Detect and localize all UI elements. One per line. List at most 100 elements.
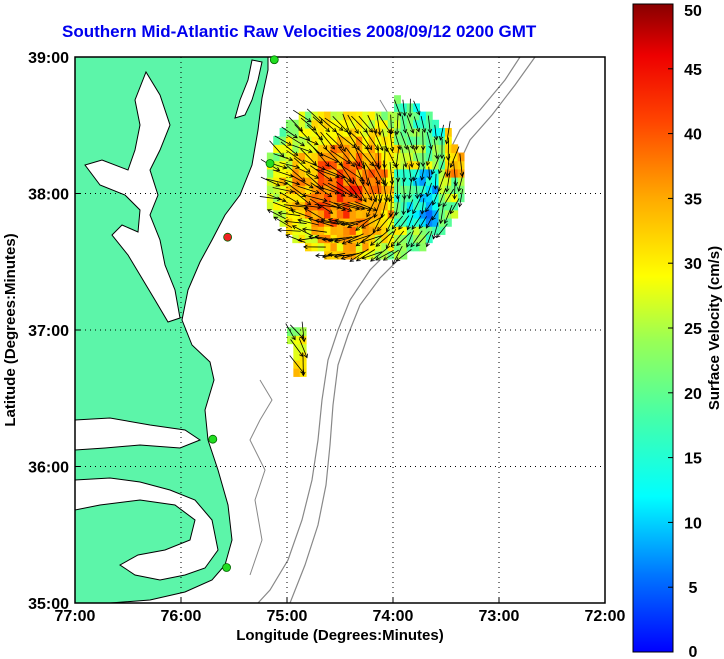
velocity-arrow-head: [275, 182, 281, 187]
velocity-arrow-head: [445, 156, 451, 161]
velocity-arrow: [292, 225, 312, 236]
velocity-arrow: [413, 100, 420, 115]
velocity-arrow-head: [327, 252, 333, 257]
velocity-cell: [311, 185, 319, 194]
velocity-arrow-head: [338, 161, 344, 167]
velocity-cell: [273, 136, 281, 145]
radar-station-marker: [269, 55, 279, 65]
velocity-arrow-head: [335, 174, 340, 179]
velocity-arrow: [453, 160, 457, 186]
velocity-arrow-head: [407, 194, 412, 200]
velocity-arrow-head: [290, 209, 296, 214]
velocity-cell: [330, 193, 338, 203]
velocity-arrow: [304, 207, 326, 221]
velocity-cell: [298, 168, 306, 178]
velocity-arrow: [406, 115, 414, 134]
velocity-arrow-head: [305, 136, 311, 141]
velocity-arrow: [301, 321, 305, 342]
velocity-arrow: [306, 108, 323, 124]
velocity-cell: [406, 127, 414, 137]
velocity-arrow: [351, 115, 368, 133]
velocity-arrow-head: [376, 226, 382, 232]
velocity-arrow: [361, 234, 384, 243]
velocity-cell: [394, 226, 401, 235]
velocity-arrow: [358, 115, 373, 133]
velocity-arrow-head: [402, 128, 408, 134]
velocity-arrow: [272, 169, 294, 178]
chesapeake-bay: [84, 70, 181, 323]
velocity-cell: [336, 193, 344, 203]
velocity-arrow: [431, 155, 440, 175]
velocity-arrow-head: [325, 162, 330, 167]
velocity-cell: [298, 201, 306, 211]
velocity-cell: [425, 193, 433, 203]
velocity-arrow-head: [438, 219, 444, 225]
velocity-arrow: [403, 165, 405, 182]
bathymetry-contour: [257, 57, 521, 603]
velocity-cell: [324, 209, 331, 219]
velocity-cell: [311, 218, 319, 227]
velocity-cell: [298, 152, 306, 162]
velocity-arrow-head: [449, 163, 454, 168]
colorbar-tick-label: 40: [684, 127, 702, 144]
velocity-arrow-head: [385, 227, 391, 233]
velocity-cell: [343, 209, 351, 219]
velocity-cell: [400, 177, 408, 186]
velocity-arrow-head: [457, 202, 463, 208]
velocity-arrow: [391, 215, 404, 230]
velocity-arrow-head: [306, 200, 312, 206]
velocity-arrow-head: [403, 145, 409, 150]
velocity-arrow: [395, 146, 400, 168]
velocity-cell: [413, 193, 420, 203]
velocity-arrow-head: [359, 176, 365, 181]
velocity-arrow-head: [374, 146, 380, 151]
velocity-cell: [419, 242, 427, 252]
velocity-arrow-head: [338, 126, 344, 131]
velocity-arrow-head: [437, 202, 442, 208]
velocity-arrow: [349, 248, 369, 262]
velocity-arrow: [355, 231, 376, 247]
velocity-arrow: [432, 222, 439, 239]
velocity-arrow-head: [443, 219, 448, 225]
velocity-arrow: [335, 129, 346, 152]
velocity-arrow-head: [420, 176, 425, 181]
velocity-arrow-head: [391, 224, 397, 230]
velocity-arrow: [286, 150, 306, 164]
velocity-arrow: [340, 219, 365, 225]
velocity-arrow-head: [395, 194, 400, 200]
velocity-arrow-head: [362, 197, 367, 203]
velocity-arrow: [422, 131, 424, 150]
velocity-cell: [457, 185, 465, 194]
velocity-arrow: [290, 339, 304, 357]
velocity-arrow: [320, 131, 335, 150]
velocity-arrow: [315, 185, 340, 194]
velocity-arrow-head: [376, 165, 382, 170]
velocity-arrow-head: [333, 238, 339, 244]
velocity-arrow: [295, 204, 322, 208]
velocity-arrow: [335, 219, 359, 225]
velocity-cell: [324, 226, 331, 235]
velocity-arrow-head: [313, 141, 319, 146]
velocity-arrow-head: [299, 334, 304, 340]
velocity-arrow: [283, 204, 308, 208]
velocity-arrow-head: [436, 233, 441, 239]
velocity-arrow: [274, 135, 292, 146]
velocity-cell: [368, 209, 376, 219]
velocity-cell: [349, 177, 357, 186]
velocity-arrow: [259, 196, 281, 200]
velocity-arrow: [293, 190, 311, 206]
velocity-cell: [343, 226, 351, 235]
velocity-cell: [419, 111, 427, 121]
velocity-arrow-head: [306, 168, 311, 173]
velocity-arrow-head: [394, 130, 400, 136]
velocity-cell: [298, 218, 306, 227]
velocity-arrow-head: [348, 192, 354, 197]
velocity-arrow: [406, 132, 414, 149]
velocity-arrow-head: [321, 254, 327, 259]
velocity-arrow-head: [341, 206, 347, 212]
grid-lines: [75, 57, 605, 603]
velocity-arrow: [459, 188, 464, 207]
velocity-arrow: [309, 198, 333, 214]
velocity-arrow: [347, 217, 372, 228]
